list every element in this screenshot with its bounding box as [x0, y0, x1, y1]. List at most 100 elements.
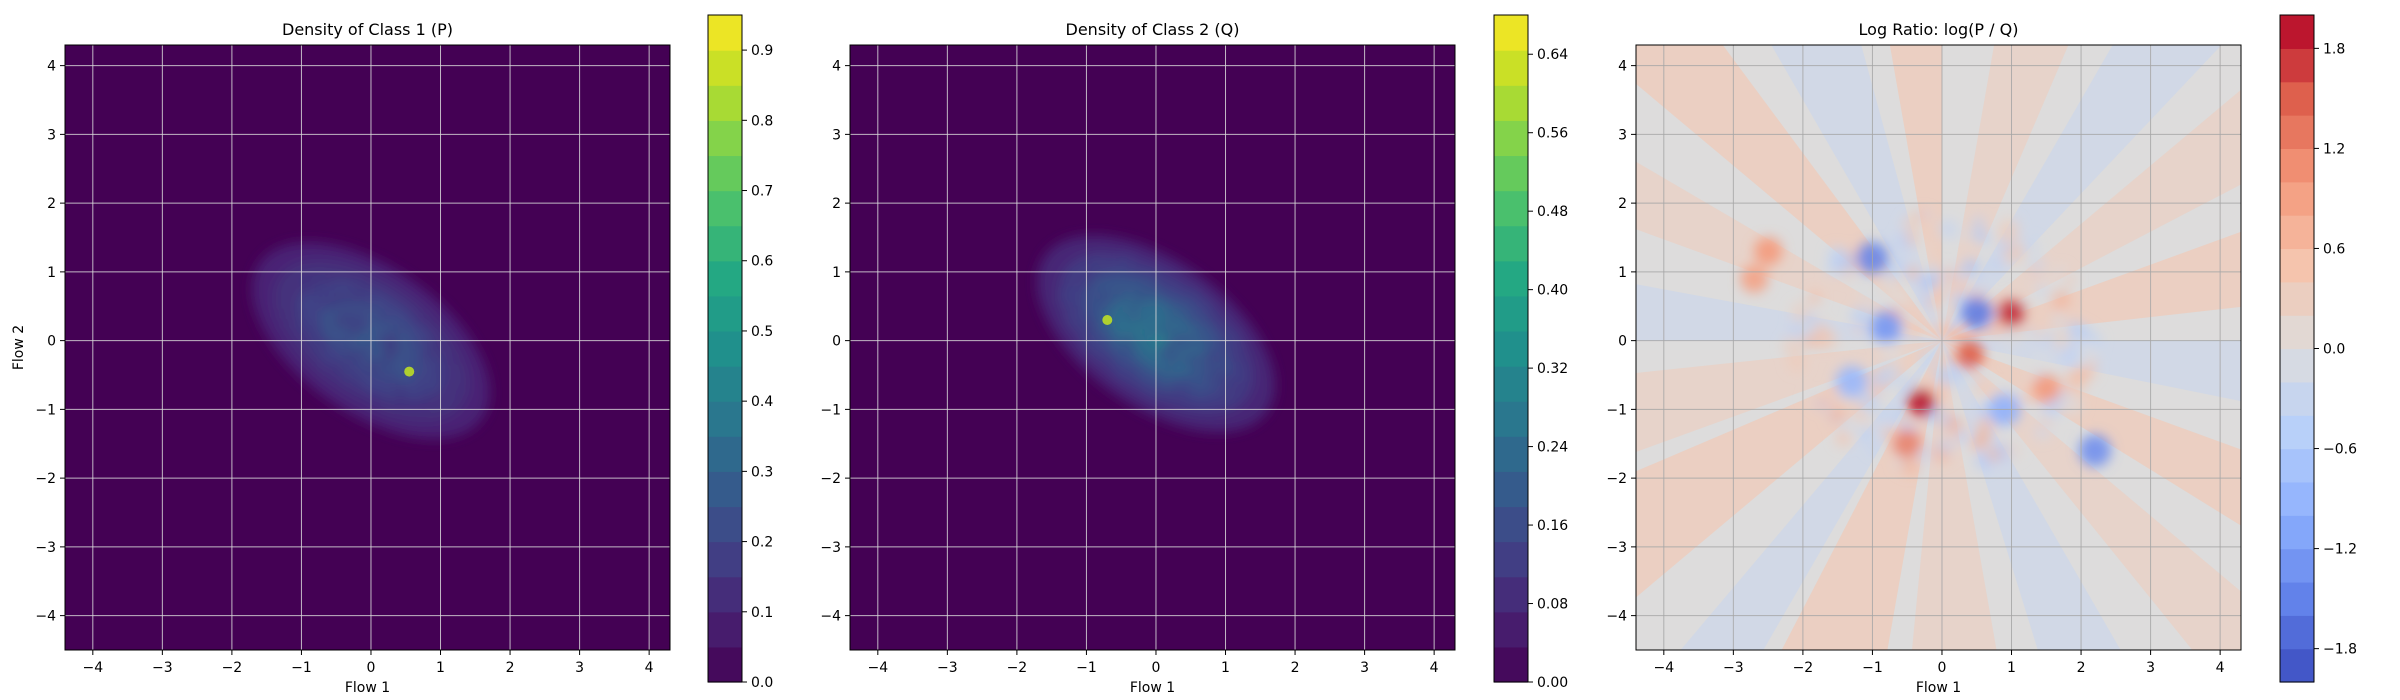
x-tick-label: −4 [867, 660, 888, 676]
colorbar-tick-label: 0.08 [1537, 597, 1568, 613]
density-speckle [289, 279, 297, 288]
density-speckle [1151, 355, 1164, 368]
ratio-noise [1936, 438, 1953, 455]
ratio-noise [1905, 232, 1919, 246]
colorbar-segment [2280, 15, 2314, 49]
colorbar-segment [1494, 190, 1528, 227]
ratio-noise [1890, 259, 1905, 274]
x-tick-label: 3 [2146, 660, 2155, 676]
ratio-noise [1974, 429, 1992, 447]
density-speckle [1143, 298, 1151, 306]
density-peak [1102, 315, 1113, 325]
x-tick-label: −2 [222, 660, 243, 676]
density-speckle [1144, 287, 1157, 300]
x-tick-label: 0 [367, 660, 376, 676]
density-speckle [1105, 284, 1120, 299]
ratio-noise [1938, 219, 1958, 239]
ratio-noise [1922, 210, 1931, 219]
colorbar-segment [2280, 648, 2314, 683]
x-tick-label: 0 [1938, 660, 1947, 676]
ratio-noise [1830, 408, 1845, 423]
density-speckle [391, 394, 402, 405]
density-speckle [424, 314, 439, 329]
blue-hotspot [1960, 297, 1993, 330]
density-speckle [1177, 298, 1194, 315]
y-tick-label: 4 [832, 59, 841, 75]
plot-content [1636, 45, 2241, 650]
colorbar-tick-label: 0.40 [1537, 283, 1568, 299]
ratio-noise [2010, 353, 2020, 363]
red-hotspot [2032, 374, 2061, 403]
chart-title: Density of Class 2 (Q) [1066, 20, 1240, 39]
ratio-noise [1976, 416, 1995, 434]
density-speckle [348, 291, 363, 306]
density-speckle [446, 355, 457, 366]
ratio-noise [2051, 313, 2066, 328]
colorbar-segment [2280, 481, 2314, 516]
colorbar-segment [1494, 471, 1528, 508]
colorbar-segment [2280, 581, 2314, 616]
density-speckle [324, 277, 335, 287]
colorbar-tick-label: 0.0 [2323, 342, 2345, 358]
ratio-noise [1918, 350, 1937, 369]
x-tick-label: −4 [82, 660, 103, 676]
colorbar-segment [708, 260, 742, 297]
x-tick-label: −1 [291, 660, 312, 676]
y-tick-label: −1 [35, 402, 56, 418]
blue-hotspot [2078, 434, 2111, 467]
x-axis-label: Flow 1 [1916, 680, 1961, 696]
colorbar-segment [708, 541, 742, 578]
x-tick-label: 3 [1360, 660, 1369, 676]
density-speckle [1143, 380, 1157, 394]
density-speckle [1065, 311, 1083, 329]
ratio-noise [1851, 408, 1865, 421]
colorbar-tick-label: 0.1 [751, 605, 773, 621]
density-speckle [1211, 370, 1224, 383]
y-tick-label: 3 [1618, 127, 1627, 143]
ratio-noise [1859, 393, 1879, 413]
blue-hotspot [1835, 365, 1868, 398]
colorbar-segment [2280, 215, 2314, 250]
ratio-noise [1902, 215, 1922, 235]
density-speckle [1131, 315, 1144, 327]
ratio-noise [1919, 296, 1928, 305]
y-tick-label: −3 [820, 540, 841, 556]
colorbar-segment [1494, 366, 1528, 402]
density-speckle [1165, 311, 1176, 322]
ratio-noise [1947, 301, 1957, 312]
ratio-noise [1952, 373, 1973, 394]
density-peak [404, 366, 415, 377]
density-speckle [1175, 333, 1193, 352]
colorbar-tick-label: 0.32 [1537, 361, 1568, 377]
density-speckle [379, 312, 393, 326]
x-tick-label: −1 [1076, 660, 1097, 676]
ratio-noise [2032, 350, 2050, 368]
density-speckle [1195, 299, 1212, 316]
density-speckle [1185, 375, 1192, 383]
ratio-noise [2023, 238, 2039, 255]
density-speckle [1212, 322, 1226, 336]
density-speckle [1184, 354, 1201, 371]
ratio-wedge [1636, 161, 1942, 341]
density-speckle [333, 341, 342, 349]
density-speckle [333, 346, 344, 357]
x-tick-label: 2 [1291, 660, 1300, 676]
ratio-noise [1861, 416, 1874, 430]
ratio-wedge [1941, 340, 2241, 526]
y-tick-label: −4 [35, 609, 56, 625]
density-speckle [393, 323, 405, 335]
y-tick-label: 2 [1618, 196, 1627, 212]
density-speckle [345, 304, 355, 313]
density-speckle [418, 372, 434, 388]
ratio-noise [1952, 393, 1966, 406]
density-speckle [1120, 341, 1137, 357]
ratio-noise [2001, 339, 2015, 352]
density-speckle [1081, 299, 1090, 308]
density-speckle [352, 279, 366, 293]
colorbar-segment [2280, 515, 2314, 550]
ratio-noise [1858, 287, 1870, 299]
colorbar-segment [1494, 330, 1528, 367]
density-speckle [429, 402, 440, 412]
ratio-wedge [1636, 284, 1942, 341]
density-speckle [1075, 299, 1085, 308]
